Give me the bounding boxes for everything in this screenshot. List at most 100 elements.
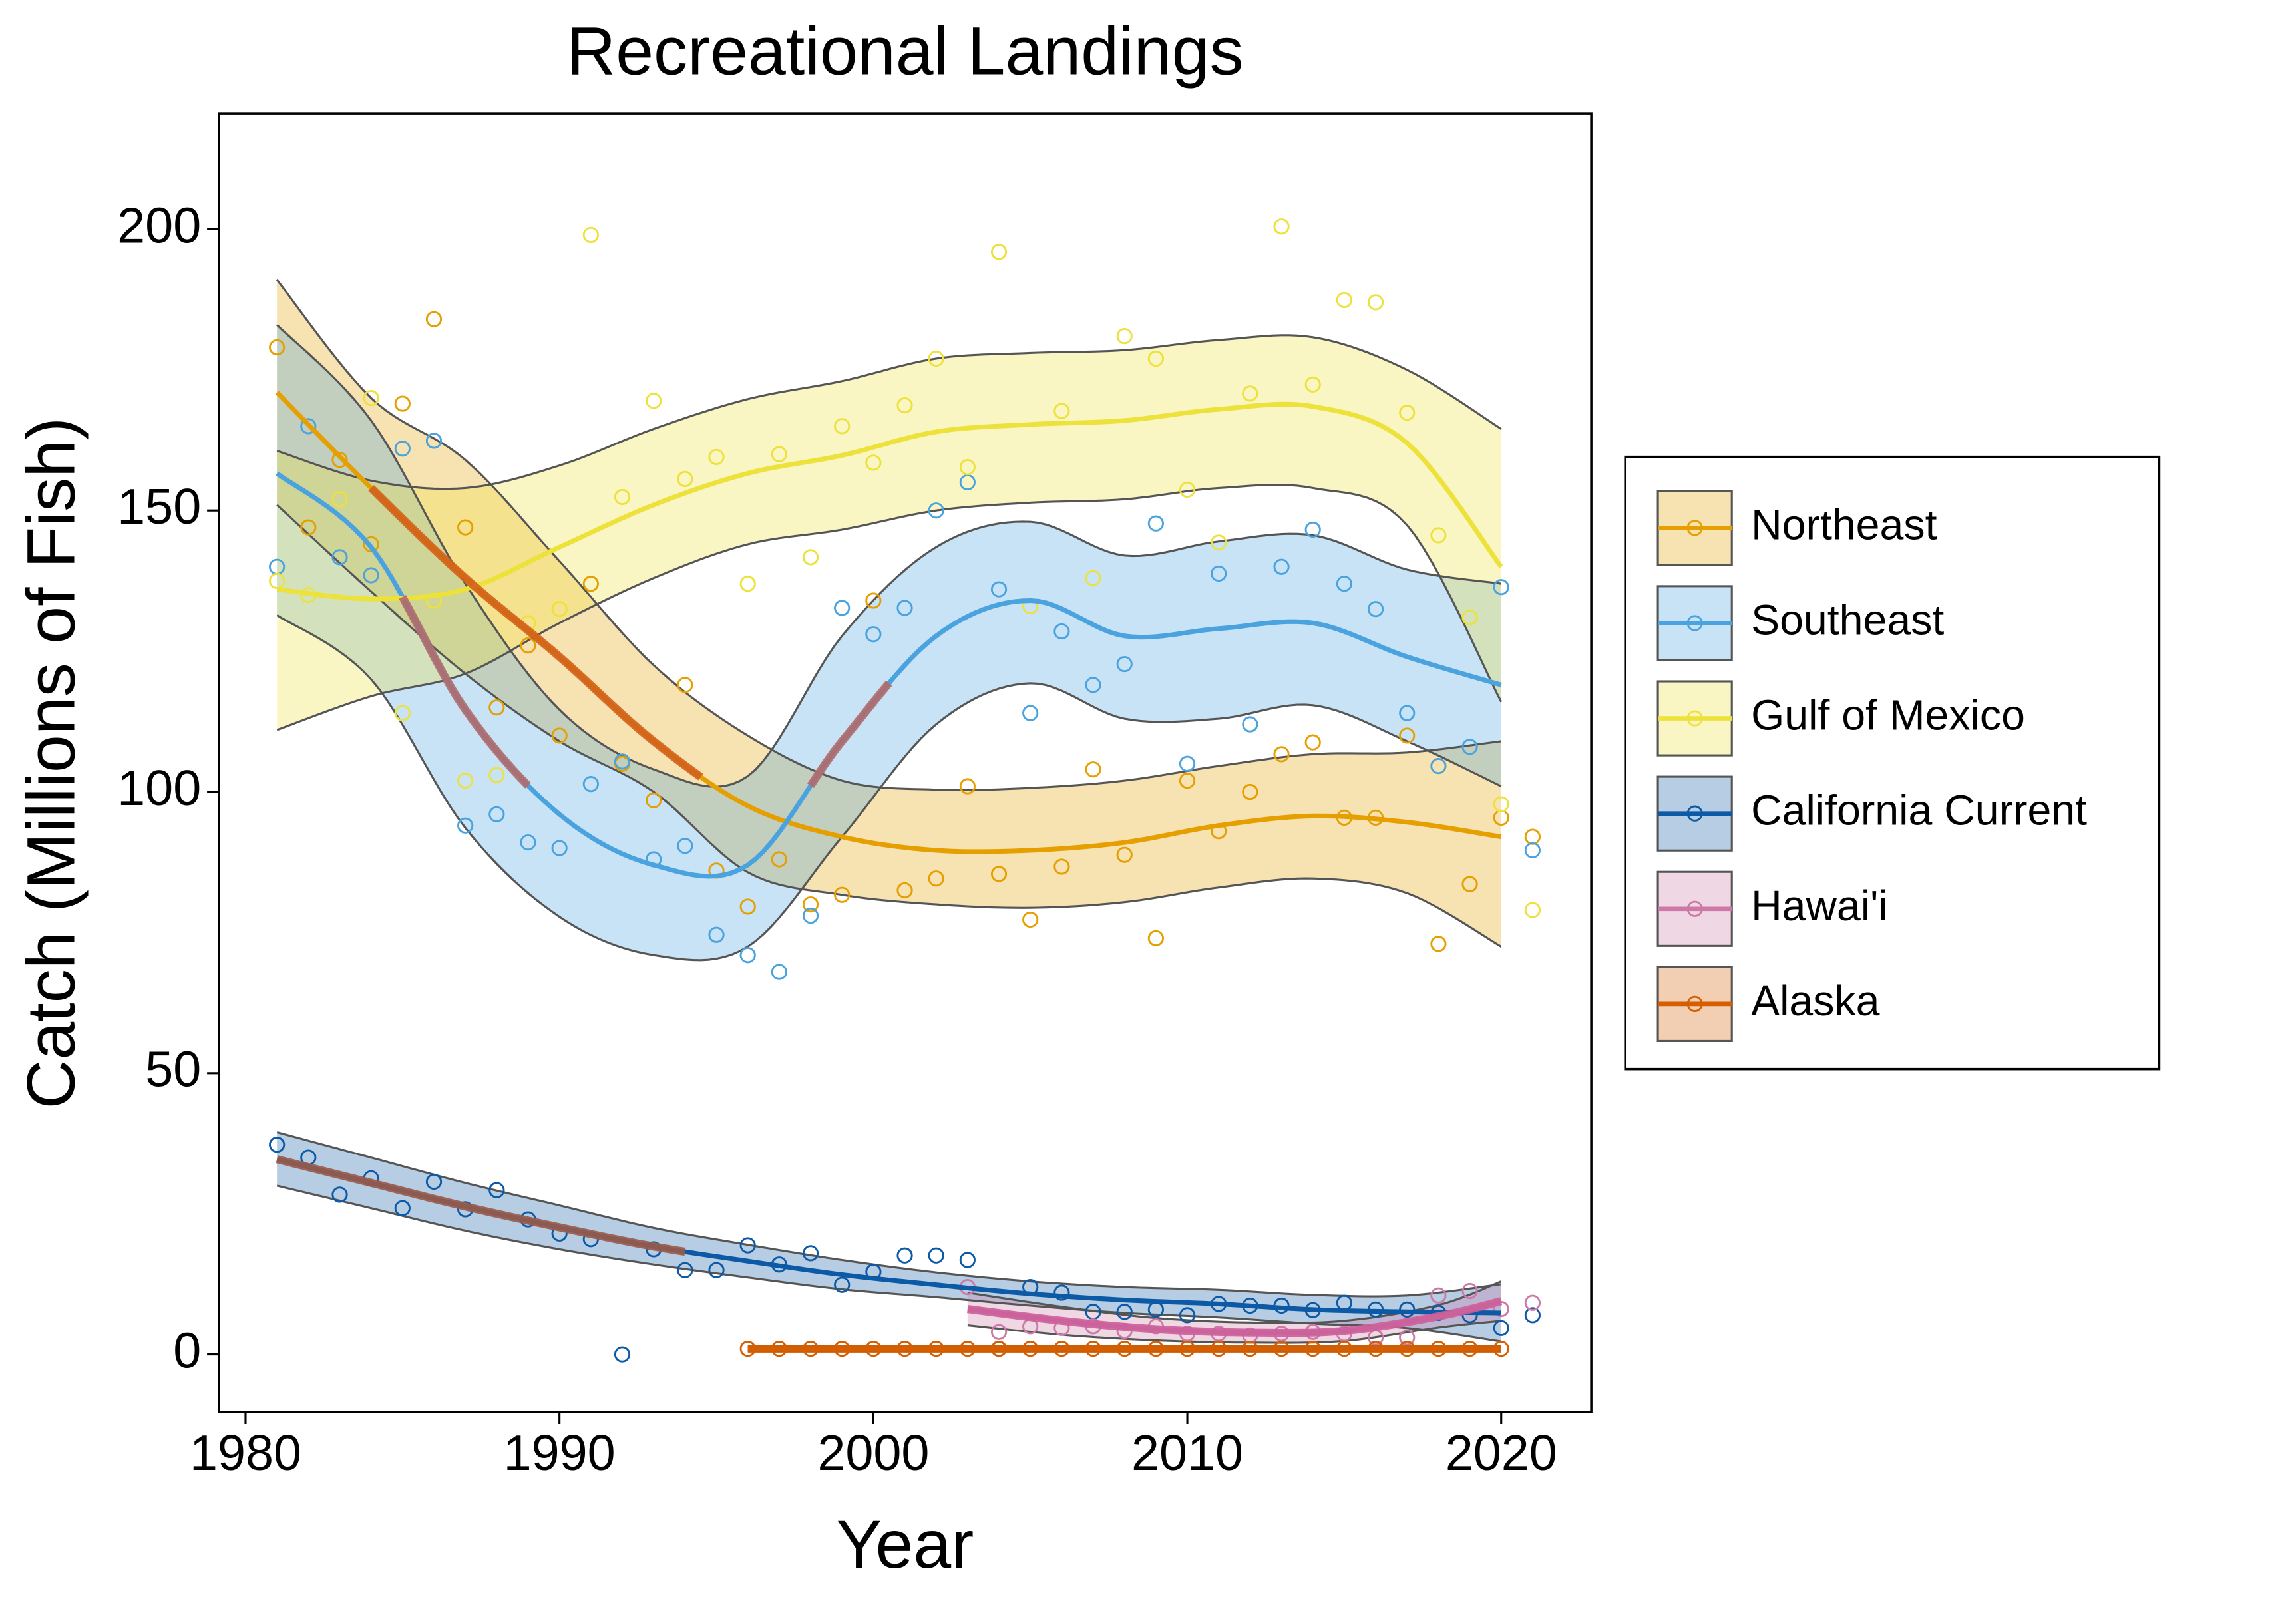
data-point (614, 488, 631, 506)
data-point (551, 840, 568, 856)
data-point (1399, 705, 1416, 721)
data-point (896, 600, 913, 616)
data-point (1399, 727, 1416, 744)
data-point (331, 491, 348, 508)
data-point (1179, 1307, 1196, 1324)
x-tick-label: 2000 (817, 1425, 929, 1481)
legend-marker (1686, 900, 1703, 917)
data-point (425, 433, 443, 449)
data-point (959, 1252, 976, 1268)
data-point (1116, 327, 1133, 345)
data-point (646, 393, 662, 409)
data-point (1336, 576, 1353, 592)
data-point (739, 1237, 756, 1254)
data-point (1085, 761, 1101, 778)
data-point (834, 418, 851, 435)
data-point (1304, 734, 1321, 751)
data-point (1242, 385, 1258, 402)
data-point (363, 390, 379, 407)
data-point (269, 339, 286, 356)
data-point (331, 1186, 348, 1203)
data-point (300, 418, 317, 435)
data-point (1022, 705, 1039, 721)
data-point (1085, 570, 1101, 586)
data-point (677, 1262, 693, 1278)
data-point (331, 452, 348, 468)
data-point (1430, 757, 1447, 775)
data-point (802, 549, 819, 566)
data-point (1367, 601, 1384, 618)
x-axis-title: Year (837, 1506, 974, 1582)
band-upper-edge (276, 279, 1501, 791)
legend-label: Hawai'i (1751, 882, 1888, 930)
significant-trend (368, 485, 703, 781)
data-point (1367, 294, 1384, 311)
data-point (990, 244, 1008, 260)
data-point (1304, 376, 1321, 393)
data-point (928, 870, 944, 887)
legend-marker (1686, 995, 1703, 1013)
data-point (363, 536, 379, 553)
data-point (1461, 876, 1478, 892)
data-point (771, 446, 787, 462)
data-point (1399, 1330, 1416, 1346)
y-tick-label: 100 (117, 761, 201, 816)
data-point (363, 567, 379, 584)
data-point (1053, 1284, 1070, 1301)
data-point (582, 576, 599, 592)
data-point (457, 519, 474, 536)
data-point (1304, 521, 1321, 538)
data-point (865, 454, 882, 471)
data-point (1116, 655, 1133, 673)
data-point (1493, 796, 1509, 812)
y-tick-label: 50 (145, 1042, 201, 1098)
data-point (802, 896, 819, 913)
data-point (1461, 739, 1478, 755)
legend-label: California Current (1751, 787, 2087, 834)
data-point (1430, 936, 1447, 952)
data-point (865, 626, 882, 643)
data-point (896, 397, 913, 414)
data-point (425, 311, 443, 327)
band-lower-edge (276, 484, 1503, 731)
data-point (677, 470, 693, 487)
data-point (771, 851, 787, 868)
data-point (1179, 755, 1196, 772)
data-point (520, 637, 536, 654)
data-point (1524, 1294, 1541, 1311)
data-point (1053, 858, 1070, 875)
data-point (1524, 902, 1541, 918)
legend-marker (1686, 520, 1703, 536)
data-point (1022, 911, 1039, 928)
band-upper-edge (276, 1131, 1501, 1298)
data-point (300, 519, 317, 536)
significant-trend (967, 1297, 1503, 1337)
data-point (614, 1346, 631, 1363)
data-point (425, 1173, 443, 1190)
data-point (865, 592, 882, 609)
data-point (708, 1262, 725, 1278)
data-point (394, 1200, 411, 1216)
plot-frame (218, 112, 1593, 1413)
data-point (1211, 565, 1227, 582)
data-point (708, 926, 725, 943)
y-tick-label: 200 (117, 198, 201, 254)
data-point (394, 705, 411, 721)
point-layer (269, 218, 1541, 1363)
x-tick-label: 2020 (1445, 1425, 1557, 1481)
data-point (802, 907, 819, 924)
data-point (1179, 481, 1196, 498)
data-point (1053, 623, 1070, 640)
data-point (551, 727, 568, 744)
data-point (1493, 579, 1509, 596)
data-point (520, 834, 536, 851)
data-point (677, 838, 693, 854)
data-point (1273, 218, 1290, 235)
y-tick-label: 0 (173, 1324, 201, 1379)
chart-title: Recreational Landings (566, 12, 1243, 89)
confidence-band (277, 335, 1501, 730)
data-point (1053, 403, 1070, 419)
legend-marker (1686, 710, 1703, 727)
data-point (1242, 716, 1258, 733)
